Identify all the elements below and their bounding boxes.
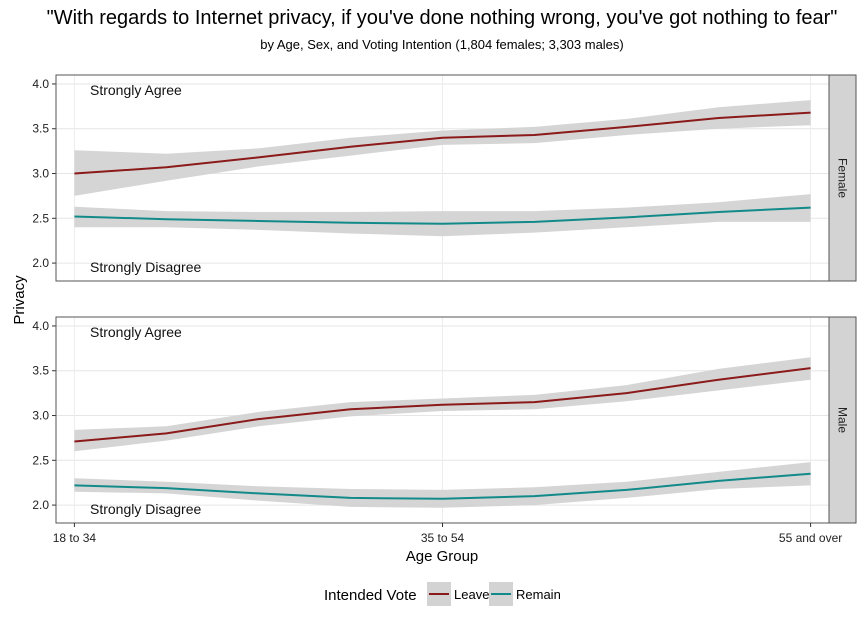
x-axis: 18 to 34 35 to 54 55 and over bbox=[53, 523, 842, 545]
y-axis-title: Privacy bbox=[11, 275, 28, 325]
facet-panel-male: 2.0 2.5 3.0 3.5 4.0 Strongly Agree Strongly Di… bbox=[32, 316, 857, 524]
y-tick-label: 2.5 bbox=[32, 211, 49, 225]
facet-strip bbox=[828, 74, 857, 282]
facet-panels: 2.0 2.5 3.0 3.5 4.0 Strongly Agree Strongly Di… bbox=[32, 74, 857, 524]
confidence-ribbon-leave bbox=[74, 100, 811, 196]
legend-label-remain: Remain bbox=[516, 587, 561, 602]
confidence-ribbon-remain bbox=[74, 462, 811, 508]
facet-panel-female: 2.0 2.5 3.0 3.5 4.0 Strongly Agree Strongly Di… bbox=[32, 74, 857, 282]
y-tick-label: 4.0 bbox=[32, 77, 49, 91]
series-line-leave bbox=[74, 111, 811, 175]
x-axis-title: Age Group bbox=[406, 548, 479, 565]
facet-strip-label: Female bbox=[836, 158, 850, 198]
y-tick-label: 3.5 bbox=[32, 122, 49, 136]
annotation-strongly-agree: Strongly Agree bbox=[90, 324, 182, 340]
annotation-strongly-disagree: Strongly Disagree bbox=[90, 501, 201, 517]
y-tick-label: 3.0 bbox=[32, 167, 49, 181]
series-line-leave bbox=[74, 367, 811, 443]
legend-title: Intended Vote bbox=[324, 587, 417, 604]
y-tick-label: 2.0 bbox=[32, 498, 49, 512]
legend-keys: Leave Remain bbox=[427, 582, 561, 606]
y-tick-label: 2.5 bbox=[32, 453, 49, 467]
y-tick-label: 3.5 bbox=[32, 364, 49, 378]
y-tick-label: 3.0 bbox=[32, 409, 49, 423]
facet-strip-label: Male bbox=[836, 407, 850, 433]
x-tick-label: 18 to 34 bbox=[53, 531, 97, 545]
facet-strip bbox=[828, 316, 857, 524]
series-line-remain bbox=[74, 206, 811, 225]
legend-label-leave: Leave bbox=[454, 587, 489, 602]
x-tick-label: 55 and over bbox=[779, 531, 842, 545]
legend: Intended Vote Leave Remain bbox=[324, 582, 561, 606]
confidence-ribbon-remain bbox=[74, 194, 811, 237]
y-tick-label: 2.0 bbox=[32, 256, 49, 270]
chart-subtitle: by Age, Sex, and Voting Intention (1,804… bbox=[260, 37, 624, 52]
chart-title: "With regards to Internet privacy, if yo… bbox=[47, 7, 838, 29]
y-tick-label: 4.0 bbox=[32, 319, 49, 333]
x-tick-label: 35 to 54 bbox=[421, 531, 465, 545]
series-line-remain bbox=[74, 472, 811, 500]
annotation-strongly-disagree: Strongly Disagree bbox=[90, 259, 201, 275]
annotation-strongly-agree: Strongly Agree bbox=[90, 82, 182, 98]
